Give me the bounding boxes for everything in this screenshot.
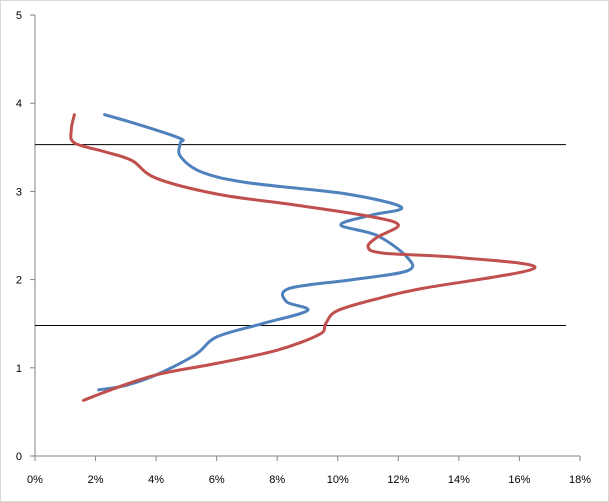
y-tick-label: 0 (16, 451, 22, 463)
x-tick-label: 0% (27, 474, 43, 486)
tick-labels: 0% 2% 4% 6% 8% 10% 12% 14% 16% 18% 0 1 2 3 4 5 (16, 10, 591, 486)
axes (30, 14, 581, 461)
series-lines (69, 113, 537, 402)
x-tick-label: 16% (508, 474, 530, 486)
series-line-red (69, 113, 537, 402)
y-tick-label: 3 (16, 186, 22, 198)
series-line-blue (97, 113, 415, 392)
x-tick-label: 4% (148, 474, 164, 486)
x-tick-label: 8% (269, 474, 285, 486)
x-tick-label: 14% (448, 474, 470, 486)
y-tick-label: 5 (16, 10, 22, 22)
y-tick-label: 1 (16, 363, 22, 375)
x-tick-label: 10% (327, 474, 349, 486)
x-tick-label: 12% (387, 474, 409, 486)
x-tick-label: 18% (569, 474, 591, 486)
x-tick-label: 6% (209, 474, 225, 486)
y-tick-label: 4 (16, 98, 22, 110)
x-tick-label: 2% (88, 474, 104, 486)
y-tick-label: 2 (16, 275, 22, 287)
reference-lines (35, 144, 566, 326)
